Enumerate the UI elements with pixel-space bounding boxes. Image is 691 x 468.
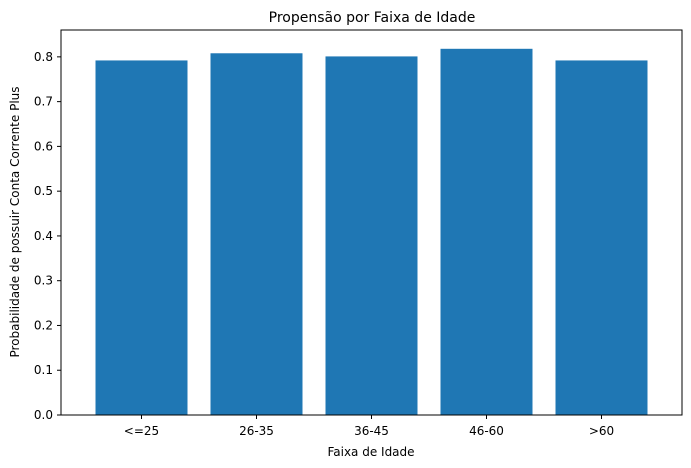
chart-title: Propensão por Faixa de Idade [269,10,476,26]
y-tick-label: 0.5 [34,184,53,198]
x-axis-ticks: <=25 26-35 36-45 46-60 >60 [124,415,614,438]
bar-2 [325,56,418,416]
bar-4 [555,60,648,415]
x-tick-label: <=25 [124,424,159,438]
x-tick-label: 46-60 [469,424,504,438]
x-tick-label: >60 [589,424,614,438]
bar-3 [440,48,533,415]
y-tick-label: 0.4 [34,229,53,243]
y-axis-label: Probabilidade de possuir Conta Corrente … [8,86,22,357]
bar-0 [95,60,188,415]
y-tick-label: 0.7 [34,95,53,109]
y-axis-ticks: 0.0 0.1 0.2 0.3 0.4 0.5 0.6 0.7 0.8 [34,50,61,422]
y-tick-label: 0.2 [34,318,53,332]
y-tick-label: 0.0 [34,408,53,422]
x-axis-label: Faixa de Idade [327,445,414,459]
x-tick-label: 26-35 [239,424,274,438]
y-tick-label: 0.6 [34,139,53,153]
plot-frame [60,29,683,416]
bar-1 [210,53,303,416]
x-tick-label: 36-45 [354,424,389,438]
y-tick-label: 0.1 [34,363,53,377]
y-tick-label: 0.8 [34,50,53,64]
bars-group [95,48,648,416]
y-tick-label: 0.3 [34,274,53,288]
